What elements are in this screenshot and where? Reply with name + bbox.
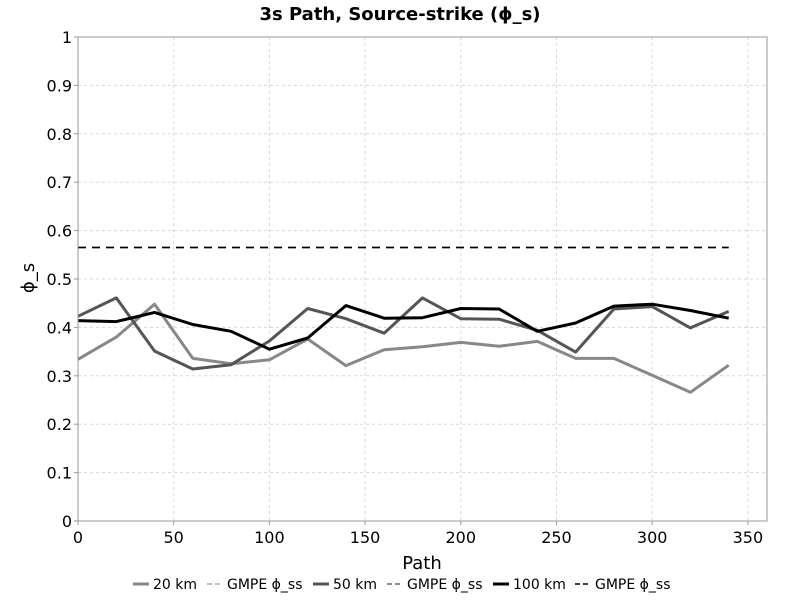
x-tick-label: 0 xyxy=(73,528,83,547)
x-axis-ticks: 0 50 100 150 200 250 300 350 xyxy=(73,521,763,547)
y-tick-label: 0.4 xyxy=(47,318,72,337)
x-tick-label: 250 xyxy=(541,528,572,547)
legend-label: GMPE ϕ_ss xyxy=(407,577,483,593)
y-tick-label: 1 xyxy=(62,28,72,47)
y-axis-ticks: 0 0.1 0.2 0.3 0.4 0.5 0.6 0.7 0.8 0.9 1 xyxy=(47,28,78,531)
y-tick-label: 0.1 xyxy=(47,464,72,483)
y-axis-label: ϕ_s xyxy=(18,263,39,293)
legend-label: 20 km xyxy=(153,577,197,593)
x-axis-label: Path xyxy=(402,553,442,574)
legend-label: GMPE ϕ_ss xyxy=(227,577,303,593)
y-tick-label: 0 xyxy=(62,512,72,531)
legend: 20 km GMPE ϕ_ss 50 km GMPE ϕ_ss 100 km GMPE ϕ… xyxy=(133,577,671,593)
x-tick-label: 200 xyxy=(446,528,477,547)
y-tick-label: 0.7 xyxy=(47,173,72,192)
x-tick-label: 50 xyxy=(164,528,184,547)
legend-label: 100 km xyxy=(513,577,566,593)
series-lines xyxy=(77,246,730,394)
x-tick-label: 100 xyxy=(254,528,285,547)
y-tick-label: 0.5 xyxy=(47,270,72,289)
x-tick-label: 350 xyxy=(733,528,764,547)
y-tick-label: 0.3 xyxy=(47,367,72,386)
x-tick-label: 150 xyxy=(350,528,381,547)
y-tick-label: 0.6 xyxy=(47,222,72,241)
y-tick-label: 0.8 xyxy=(47,125,72,144)
series-line-0 xyxy=(77,302,730,394)
legend-label: 50 km xyxy=(333,577,377,593)
x-tick-label: 300 xyxy=(637,528,668,547)
series-line-2 xyxy=(77,296,730,371)
chart-title: 3s Path, Source-strike (ϕ_s) xyxy=(259,4,540,25)
legend-label: GMPE ϕ_ss xyxy=(595,577,671,593)
y-tick-label: 0.2 xyxy=(47,415,72,434)
series-line-4 xyxy=(77,302,729,351)
y-tick-label: 0.9 xyxy=(47,76,72,95)
